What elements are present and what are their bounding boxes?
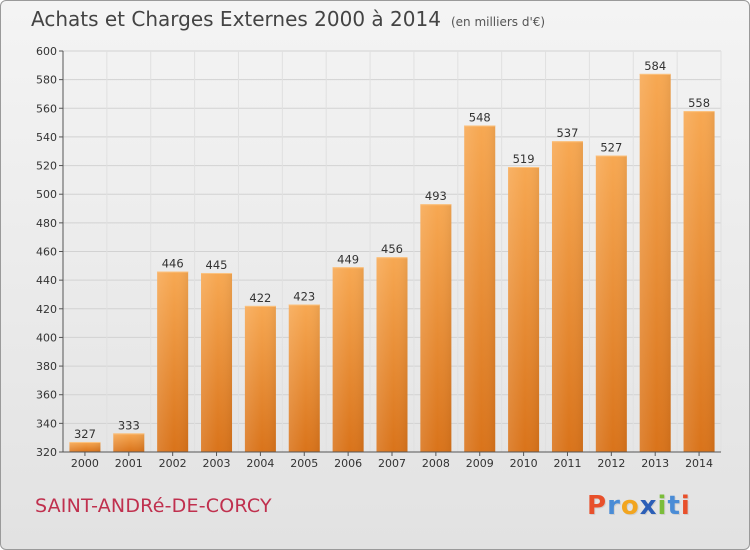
- bar-shine: [201, 272, 233, 452]
- y-tick-label: 460: [36, 246, 57, 259]
- bar-shine: [595, 155, 627, 452]
- bar-shine: [420, 204, 452, 452]
- bar-group: 537: [551, 126, 583, 452]
- y-tick-label: 600: [36, 45, 57, 58]
- y-tick-label: 440: [36, 274, 57, 287]
- x-tick-label: 2007: [378, 457, 406, 470]
- x-tick-label: 2014: [685, 457, 713, 470]
- bar-group: 456: [376, 242, 408, 452]
- y-tick-label: 340: [36, 417, 57, 430]
- y-tick-label: 480: [36, 217, 57, 230]
- y-tick-label: 320: [36, 446, 57, 459]
- bar-group: 333: [113, 418, 145, 452]
- bar-shine: [332, 267, 364, 452]
- bar-group: 548: [464, 110, 496, 452]
- data-label: 584: [644, 59, 666, 73]
- x-tick-label: 2011: [553, 457, 581, 470]
- x-tick-label: 2006: [334, 457, 362, 470]
- bar-shine: [157, 271, 189, 452]
- bar-shine: [551, 141, 583, 452]
- data-label: 446: [162, 257, 184, 271]
- logo-letter: r: [607, 491, 621, 521]
- logo-letter: i: [680, 491, 691, 521]
- y-tick-label: 400: [36, 331, 57, 344]
- y-tick-label: 420: [36, 303, 57, 316]
- bar-shine: [376, 257, 408, 452]
- bar-group: 446: [157, 257, 189, 452]
- data-label: 422: [249, 291, 271, 305]
- data-label: 537: [556, 126, 578, 140]
- bar-group: 445: [201, 258, 233, 452]
- x-tick-label: 2000: [71, 457, 99, 470]
- bar-group: 558: [683, 96, 715, 453]
- bar-shine: [244, 305, 276, 452]
- logo-letter: i: [657, 491, 668, 521]
- data-label: 558: [688, 96, 710, 110]
- data-label: 423: [293, 289, 315, 303]
- data-label: 548: [469, 110, 491, 124]
- y-tick-label: 520: [36, 160, 57, 173]
- logo-letter: x: [639, 491, 658, 521]
- bar-group: 423: [288, 289, 320, 452]
- bar-shine: [639, 73, 671, 453]
- commune-name: SAINT-ANDRé-DE-CORCY: [35, 495, 272, 517]
- x-tick-label: 2003: [203, 457, 231, 470]
- bar-group: 493: [420, 189, 452, 452]
- x-tick-label: 2009: [466, 457, 494, 470]
- x-tick-label: 2005: [290, 457, 318, 470]
- bar-group: 327: [69, 427, 101, 452]
- data-label: 327: [74, 427, 96, 441]
- y-tick-label: 500: [36, 188, 57, 201]
- x-tick-label: 2012: [597, 457, 625, 470]
- x-tick-label: 2008: [422, 457, 450, 470]
- bar-shine: [683, 111, 715, 453]
- bar-shine: [508, 167, 540, 452]
- logo-letter: o: [620, 491, 640, 521]
- bar-shine: [113, 433, 145, 452]
- bar-group: 584: [639, 59, 671, 453]
- data-label: 449: [337, 252, 359, 266]
- chart-unit: (en milliers d'€): [450, 15, 546, 29]
- data-label: 519: [513, 152, 535, 166]
- data-label: 445: [206, 258, 228, 272]
- logo-letter: P: [587, 491, 608, 521]
- bar-shine: [464, 125, 496, 452]
- chart-title: Achats et Charges Externes 2000 à 2014 (e…: [31, 7, 545, 31]
- bar-group: 422: [244, 291, 276, 452]
- x-tick-label: 2010: [510, 457, 538, 470]
- y-tick-label: 560: [36, 102, 57, 115]
- data-label: 333: [118, 418, 140, 432]
- x-tick-label: 2004: [246, 457, 274, 470]
- y-tick-label: 540: [36, 131, 57, 144]
- data-label: 527: [600, 141, 622, 155]
- bar-group: 449: [332, 252, 364, 452]
- x-tick-label: 2001: [115, 457, 143, 470]
- logo-letter: t: [667, 491, 681, 521]
- bar-group: 527: [595, 141, 627, 452]
- bar-shine: [69, 441, 101, 452]
- x-tick-label: 2002: [159, 457, 187, 470]
- y-tick-label: 580: [36, 74, 57, 87]
- x-tick-label: 2013: [641, 457, 669, 470]
- bar-shine: [288, 304, 320, 452]
- bars: 327 333 446 445 422 423 449 456 493 548 519 537 527 5…: [69, 59, 715, 453]
- data-label: 493: [425, 189, 447, 203]
- y-tick-label: 360: [36, 389, 57, 402]
- data-label: 456: [381, 242, 403, 256]
- chart-title-text: Achats et Charges Externes 2000 à 2014: [31, 7, 441, 31]
- axes: 320 340 360 380 400 420 440 460 480 500 520 540 560 5…: [36, 45, 721, 470]
- y-tick-label: 380: [36, 360, 57, 373]
- bar-group: 519: [508, 152, 540, 452]
- proxiti-logo: Proxiti: [587, 491, 691, 521]
